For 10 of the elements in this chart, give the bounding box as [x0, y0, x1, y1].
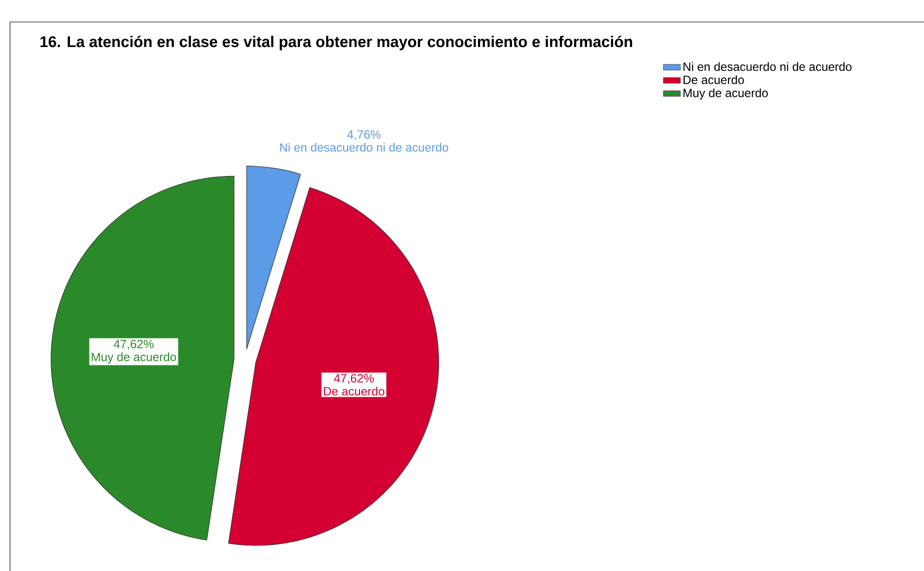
legend-label: Muy de acuerdo: [684, 88, 768, 100]
data-label: 47,62%: [114, 340, 154, 350]
legend-label: Ni en desacuerdo ni de acuerdo: [684, 62, 852, 71]
slice-label: Muy de acuerdo: [92, 352, 176, 364]
legend-label: De acuerdo: [684, 75, 744, 84]
slice-label: Ni en desacuerdo ni de acuerdo: [280, 142, 448, 152]
data-label: 47,62%: [334, 374, 374, 384]
data-label: 4,76%: [347, 130, 380, 140]
chart-title: 16. La atención en clase es vital para obtener mayor conocimiento e información: [40, 36, 632, 50]
slice-label: De acuerdo: [324, 386, 384, 396]
